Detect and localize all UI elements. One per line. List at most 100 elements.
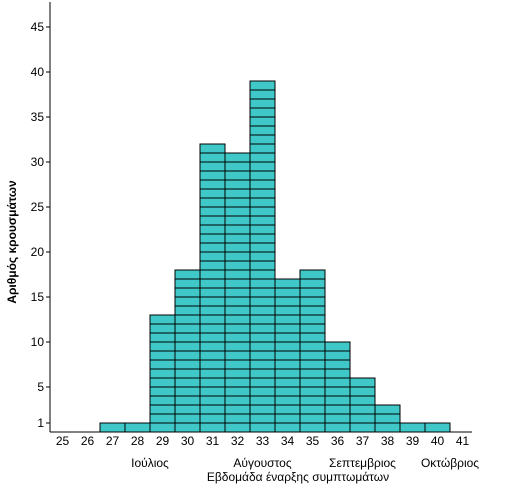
case-cell: [249, 116, 276, 127]
case-cell: [324, 377, 351, 388]
case-cell: [199, 377, 226, 388]
case-cell: [224, 332, 251, 343]
case-cell: [199, 224, 226, 235]
case-cell: [174, 377, 201, 388]
case-cell: [324, 350, 351, 361]
y-tick-label: 45: [31, 20, 45, 34]
month-label: Ιούλιος: [131, 456, 169, 470]
case-cell: [224, 386, 251, 397]
case-cell: [274, 341, 301, 352]
case-cell: [224, 278, 251, 289]
case-cell: [224, 323, 251, 334]
x-tick-label: 40: [431, 434, 445, 448]
bar-week-36: [324, 341, 351, 433]
case-cell: [199, 368, 226, 379]
x-tick-label: 34: [281, 434, 295, 448]
case-cell: [224, 413, 251, 424]
case-cell: [199, 323, 226, 334]
case-cell: [249, 341, 276, 352]
case-cell: [249, 80, 276, 91]
case-cell: [174, 404, 201, 415]
case-cell: [374, 422, 401, 433]
y-tick-label: 30: [31, 155, 45, 169]
case-cell: [249, 89, 276, 100]
bar-week-32: [224, 152, 251, 433]
case-cell: [224, 341, 251, 352]
x-tick-label: 28: [131, 434, 145, 448]
case-cell: [199, 296, 226, 307]
case-cell: [274, 386, 301, 397]
y-tick-label: 5: [37, 380, 44, 394]
case-cell: [199, 341, 226, 352]
bar-week-33: [249, 80, 276, 433]
bar-week-31: [199, 143, 226, 433]
case-cell: [224, 206, 251, 217]
case-cell: [174, 341, 201, 352]
x-tick-label: 41: [456, 434, 470, 448]
case-cell: [224, 269, 251, 280]
case-cell: [299, 350, 326, 361]
case-cell: [249, 125, 276, 136]
case-cell: [324, 404, 351, 415]
case-cell: [299, 413, 326, 424]
x-ticks-group: 25 26 27 28 29 30 31 32 33 34 35 36 37 38 39 40 41: [56, 434, 470, 448]
case-cell: [249, 404, 276, 415]
bar-week-37: [349, 377, 376, 433]
case-cell: [324, 359, 351, 370]
case-cell: [249, 143, 276, 154]
case-cell: [124, 422, 151, 433]
case-cell: [224, 242, 251, 253]
case-cell: [274, 404, 301, 415]
case-cell: [299, 422, 326, 433]
case-cell: [249, 332, 276, 343]
bar-week-40: [424, 422, 451, 433]
case-cell: [199, 179, 226, 190]
x-axis-label: Εβδομάδα έναρξης συμπτωμάτων: [207, 470, 389, 484]
case-cell: [249, 215, 276, 226]
case-cell: [174, 314, 201, 325]
case-cell: [174, 395, 201, 406]
case-cell: [199, 395, 226, 406]
case-cell: [174, 413, 201, 424]
case-cell: [274, 296, 301, 307]
case-cell: [349, 377, 376, 388]
x-tick-label: 26: [81, 434, 95, 448]
axes-group: [49, 2, 472, 433]
bar-week-34: [274, 278, 301, 433]
case-cell: [324, 422, 351, 433]
case-cell: [324, 395, 351, 406]
case-cell: [274, 305, 301, 316]
case-cell: [224, 314, 251, 325]
case-cell: [199, 269, 226, 280]
case-cell: [199, 404, 226, 415]
case-cell: [149, 341, 176, 352]
x-tick-label: 39: [406, 434, 420, 448]
case-cell: [299, 287, 326, 298]
case-cell: [349, 413, 376, 424]
case-cell: [224, 359, 251, 370]
bar-week-30: [174, 269, 201, 433]
case-cell: [149, 422, 176, 433]
case-cell: [199, 278, 226, 289]
case-cell: [274, 422, 301, 433]
case-cell: [224, 215, 251, 226]
case-cell: [249, 386, 276, 397]
case-cell: [299, 368, 326, 379]
case-cell: [249, 395, 276, 406]
case-cell: [149, 323, 176, 334]
case-cell: [149, 395, 176, 406]
x-tick-label: 30: [181, 434, 195, 448]
case-cell: [149, 314, 176, 325]
case-cell: [224, 152, 251, 163]
case-cell: [274, 314, 301, 325]
case-cell: [249, 413, 276, 424]
case-cell: [199, 314, 226, 325]
case-cell: [349, 395, 376, 406]
case-cell: [224, 350, 251, 361]
x-tick-label: 29: [156, 434, 170, 448]
case-cell: [149, 368, 176, 379]
case-cell: [199, 287, 226, 298]
case-cell: [199, 233, 226, 244]
y-tick-label: 1: [37, 416, 44, 430]
case-cell: [274, 413, 301, 424]
